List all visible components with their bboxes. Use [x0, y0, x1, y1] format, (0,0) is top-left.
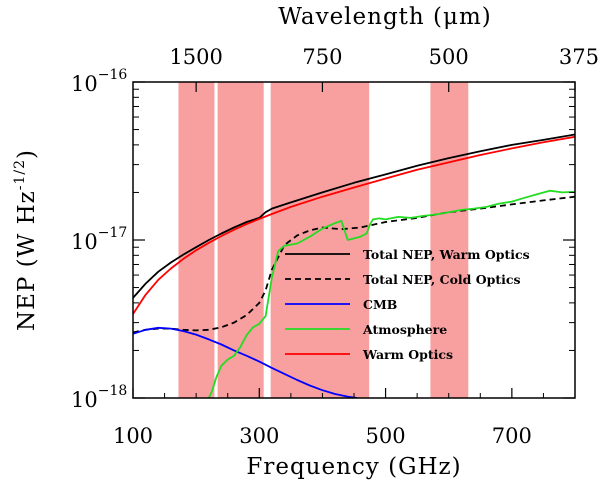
legend: Total NEP, Warm Optics Total NEP, Cold Op…: [285, 247, 530, 362]
y-tick-label: 10−16: [71, 67, 127, 96]
top-axis-label: Wavelength (μm): [278, 4, 492, 30]
atmospheric-bands: [178, 82, 469, 398]
top-tick-label: 375: [559, 45, 599, 69]
band-3: [430, 82, 469, 398]
legend-label: Total NEP, Warm Optics: [363, 247, 530, 262]
x-axis-label: Frequency (GHz): [246, 454, 461, 480]
y-axis-label: NEP (W Hz-1/2): [12, 149, 40, 331]
series-line-atmosphere: [207, 189, 575, 398]
x-tick-label: 100: [113, 424, 153, 448]
legend-label: CMB: [363, 297, 397, 312]
data-series: [133, 133, 575, 398]
series-line-cmb: [133, 326, 358, 398]
y-tick-label: 10−17: [71, 225, 127, 254]
top-tick-label: 750: [302, 45, 342, 69]
series-line-total-nep-warm-optics: [133, 133, 575, 299]
top-tick-label: 1500: [169, 45, 222, 69]
top-tick-label: 500: [429, 45, 469, 69]
series-line-warm-optics: [133, 135, 575, 315]
band-2: [270, 82, 370, 398]
x-tick-label: 700: [492, 424, 532, 448]
x-tick-label: 300: [239, 424, 279, 448]
band-1: [217, 82, 264, 398]
axes: [132, 81, 576, 399]
legend-label: Total NEP, Cold Optics: [363, 272, 521, 287]
tick-labels: 100 300 500 700 1500 750 500 375 10−16 10−17 10−18…: [12, 4, 599, 480]
x-tick-label: 500: [366, 424, 406, 448]
y-tick-label: 10−18: [71, 383, 127, 412]
legend-label: Warm Optics: [362, 347, 453, 362]
legend-label: Atmosphere: [362, 322, 447, 337]
